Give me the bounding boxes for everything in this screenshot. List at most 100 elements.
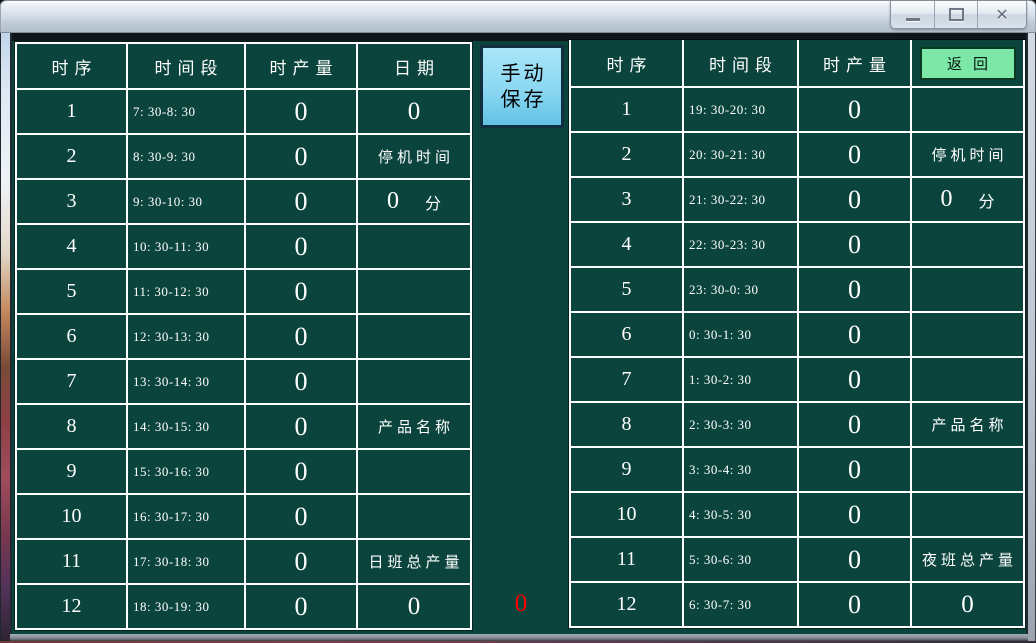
- seq-cell: 1: [571, 88, 682, 131]
- output-cell: 0: [799, 268, 910, 311]
- manual-save-button[interactable]: 手动 保存: [480, 45, 564, 128]
- seq-cell: 4: [571, 223, 682, 266]
- output-cell: 0: [246, 135, 356, 178]
- period-cell: 9: 30-10: 30: [128, 180, 244, 223]
- seq-cell: 10: [571, 493, 682, 536]
- date-value-cell: 0: [358, 90, 470, 133]
- manual-save-label-line2: 保存: [500, 88, 547, 111]
- col-header-period: 时间段: [684, 40, 797, 86]
- return-button[interactable]: 返回: [919, 46, 1016, 80]
- seq-cell: 12: [17, 585, 126, 628]
- maximize-button[interactable]: [934, 1, 977, 28]
- seq-cell: 7: [571, 358, 682, 401]
- maximize-icon: [948, 8, 964, 21]
- output-cell: 0: [799, 493, 910, 536]
- empty-cell: [912, 88, 1023, 131]
- day-shift-total-label: 日班总产量: [358, 540, 470, 583]
- period-cell: 21: 30-22: 30: [684, 178, 797, 221]
- downtime-value-cell: 0 分: [912, 178, 1023, 221]
- period-cell: 3: 30-4: 30: [684, 448, 797, 491]
- period-cell: 20: 30-21: 30: [684, 133, 797, 176]
- output-cell: 0: [246, 585, 356, 628]
- output-cell: 0: [246, 450, 356, 493]
- return-button-cell: 返回: [912, 40, 1023, 86]
- window-frame-bottom: [10, 634, 1028, 641]
- seq-cell: 8: [17, 405, 126, 448]
- period-cell: 17: 30-18: 30: [128, 540, 244, 583]
- period-cell: 16: 30-17: 30: [128, 495, 244, 538]
- empty-cell: [912, 493, 1023, 536]
- minutes-unit: 分: [978, 193, 995, 211]
- downtime-label: 停机时间: [358, 135, 470, 178]
- client-top-strip: [12, 33, 1026, 41]
- output-cell: 0: [799, 448, 910, 491]
- col-header-seq: 时序: [17, 44, 126, 88]
- period-cell: 8: 30-9: 30: [128, 135, 244, 178]
- downtime-value: 0: [386, 188, 399, 214]
- period-cell: 15: 30-16: 30: [128, 450, 244, 493]
- output-cell: 0: [246, 540, 356, 583]
- seq-cell: 9: [571, 448, 682, 491]
- downtime-value: 0: [940, 186, 953, 212]
- col-header-period: 时间段: [128, 44, 244, 88]
- downtime-value-cell: 0 分: [358, 180, 470, 223]
- minimize-button[interactable]: [891, 1, 934, 28]
- product-name-label: 产品名称: [358, 405, 470, 448]
- empty-cell: [358, 360, 470, 403]
- period-cell: 1: 30-2: 30: [684, 358, 797, 401]
- output-cell: 0: [799, 223, 910, 266]
- middle-red-value: 0: [514, 590, 528, 617]
- seq-cell: 2: [571, 133, 682, 176]
- close-button[interactable]: ✕: [977, 1, 1026, 28]
- period-cell: 4: 30-5: 30: [684, 493, 797, 536]
- empty-cell: [358, 495, 470, 538]
- seq-cell: 6: [571, 313, 682, 356]
- seq-cell: 1: [17, 90, 126, 133]
- col-header-date: 日期: [358, 44, 470, 88]
- period-cell: 22: 30-23: 30: [684, 223, 797, 266]
- output-cell: 0: [799, 88, 910, 131]
- output-cell: 0: [799, 403, 910, 446]
- seq-cell: 3: [571, 178, 682, 221]
- seq-cell: 6: [17, 315, 126, 358]
- period-cell: 14: 30-15: 30: [128, 405, 244, 448]
- window-controls: ✕: [890, 1, 1027, 29]
- seq-cell: 2: [17, 135, 126, 178]
- period-cell: 2: 30-3: 30: [684, 403, 797, 446]
- window-frame-right: [1028, 33, 1036, 641]
- night-shift-table: 时序 时间段 时产量 返回 1 19: 30-20: 30 0 2 20: 30…: [569, 40, 1025, 628]
- period-cell: 5: 30-6: 30: [684, 538, 797, 581]
- seq-cell: 10: [17, 495, 126, 538]
- product-name-label: 产品名称: [912, 403, 1023, 446]
- seq-cell: 8: [571, 403, 682, 446]
- seq-cell: 12: [571, 583, 682, 626]
- empty-cell: [358, 315, 470, 358]
- output-cell: 0: [246, 90, 356, 133]
- period-cell: 10: 30-11: 30: [128, 225, 244, 268]
- col-header-seq: 时序: [571, 40, 682, 86]
- output-cell: 0: [799, 133, 910, 176]
- period-cell: 19: 30-20: 30: [684, 88, 797, 131]
- seq-cell: 5: [17, 270, 126, 313]
- output-cell: 0: [246, 180, 356, 223]
- night-shift-total-label: 夜班总产量: [912, 538, 1023, 581]
- window-frame-left: [0, 33, 10, 641]
- period-cell: 6: 30-7: 30: [684, 583, 797, 626]
- window-titlebar[interactable]: ✕: [0, 0, 1036, 33]
- period-cell: 13: 30-14: 30: [128, 360, 244, 403]
- col-header-output: 时产量: [799, 40, 910, 86]
- col-header-output: 时产量: [246, 44, 356, 88]
- hmi-client-area: 时序 时间段 时产量 日期 1 7: 30-8: 30 0 0 2 8: 30-…: [10, 33, 1028, 634]
- period-cell: 12: 30-13: 30: [128, 315, 244, 358]
- output-cell: 0: [246, 360, 356, 403]
- empty-cell: [912, 448, 1023, 491]
- output-cell: 0: [799, 358, 910, 401]
- output-cell: 0: [246, 315, 356, 358]
- desktop-edge: [0, 641, 1036, 643]
- empty-cell: [358, 450, 470, 493]
- output-cell: 0: [799, 313, 910, 356]
- close-icon: ✕: [995, 5, 1009, 24]
- period-cell: 18: 30-19: 30: [128, 585, 244, 628]
- seq-cell: 5: [571, 268, 682, 311]
- period-cell: 0: 30-1: 30: [684, 313, 797, 356]
